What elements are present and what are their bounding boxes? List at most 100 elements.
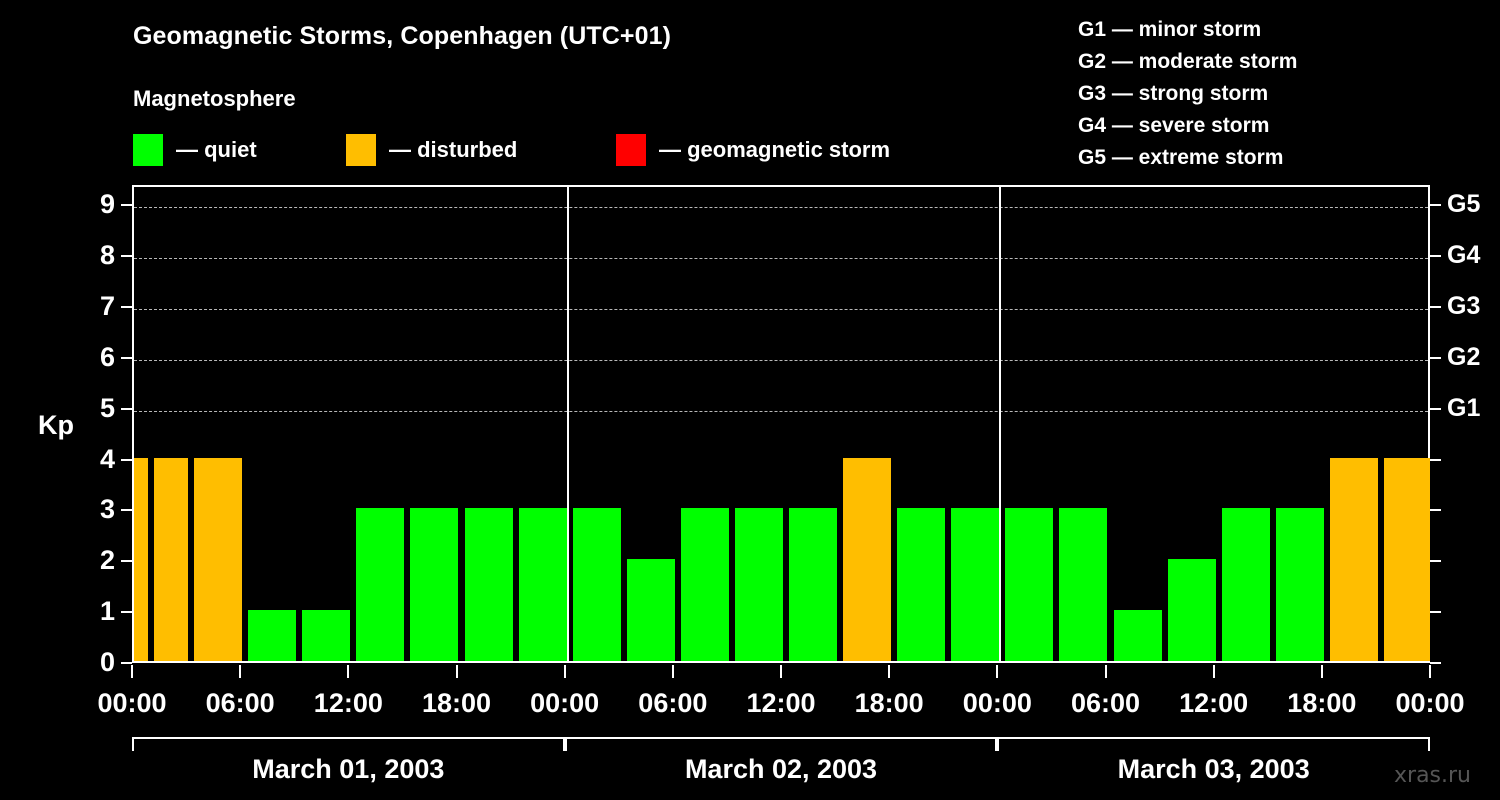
g-axis-label-g3: G3	[1447, 292, 1481, 321]
y-tick-4	[121, 458, 132, 461]
y-tick-label-1: 1	[99, 596, 115, 627]
bar-18	[1113, 610, 1162, 661]
y-tick-label-3: 3	[99, 494, 115, 525]
x-tick-label-12: 00:00	[1395, 688, 1465, 718]
bar-12	[789, 508, 838, 661]
x-tick-6	[780, 665, 782, 678]
y-tick-3	[121, 509, 132, 512]
g-axis-label-g1: G1	[1447, 393, 1481, 422]
bar-20	[1221, 508, 1270, 661]
y-tick-label-7: 7	[99, 291, 115, 322]
y-tick-label-8: 8	[99, 240, 115, 271]
y-tick-0	[121, 662, 132, 664]
g-axis-label-g5: G5	[1447, 190, 1481, 219]
y-tick-label-4: 4	[99, 443, 115, 474]
x-tick-1	[239, 665, 242, 678]
y-tick-label-6: 6	[99, 341, 115, 372]
y-tick-2	[121, 560, 132, 563]
legend-entry-geomagnetic-storm: — geomagnetic storm	[616, 133, 890, 167]
g-axis-label-g2: G2	[1447, 342, 1481, 371]
day-divider-1	[566, 187, 569, 661]
bar-9	[626, 559, 675, 661]
x-tick-label-2: 12:00	[313, 688, 383, 718]
y-tick-right-5	[1430, 407, 1441, 410]
bar-2	[248, 610, 297, 661]
x-tick-7	[888, 665, 891, 678]
gridline-kp-7	[134, 309, 1428, 311]
x-tick-label-10: 12:00	[1179, 688, 1249, 718]
y-tick-label-0: 0	[99, 647, 115, 677]
y-axis-title: Kp	[38, 410, 74, 440]
x-tick-8	[996, 665, 999, 678]
day-label-3: March 03, 2003	[1117, 754, 1310, 784]
y-tick-right-8	[1430, 255, 1441, 258]
x-tick-10	[1212, 665, 1215, 678]
legend-label-geomagnetic-storm: — geomagnetic storm	[659, 137, 891, 162]
day-label-1: March 01, 2003	[252, 754, 445, 784]
day-bracket-3	[997, 737, 1430, 751]
y-tick-label-2: 2	[99, 545, 115, 576]
bar-19	[1167, 559, 1216, 661]
gridline-kp-9	[134, 207, 1428, 209]
gscale-item-g1: G1 — minor storm	[1078, 18, 1262, 41]
gscale-item-g2: G2 — moderate storm	[1078, 50, 1298, 73]
x-tick-5	[671, 665, 674, 678]
bar-1	[194, 457, 243, 661]
bar-8	[572, 508, 621, 661]
x-tick-4	[563, 665, 566, 678]
bar-21	[1275, 508, 1324, 661]
legend-entry-disturbed: — disturbed	[346, 133, 517, 167]
bar-0	[154, 457, 189, 661]
gscale-item-g5: G5 — extreme storm	[1078, 146, 1284, 169]
bar-16	[1005, 508, 1054, 661]
y-tick-label-5: 5	[99, 392, 115, 423]
y-tick-label-9: 9	[99, 189, 115, 220]
day-divider-2	[999, 187, 1002, 661]
day-label-2: March 02, 2003	[684, 754, 878, 784]
y-tick-6	[121, 356, 132, 359]
x-tick-11	[1320, 665, 1323, 678]
x-tick-label-3: 18:00	[421, 688, 492, 718]
watermark: xras.ru	[1394, 763, 1471, 788]
gridline-kp-6	[134, 359, 1428, 361]
gridline-kp-8	[134, 258, 1428, 260]
bar-partial-leading	[134, 457, 148, 661]
bar-17	[1059, 508, 1108, 661]
section-label: Magnetosphere	[133, 86, 296, 111]
y-tick-right-2	[1430, 560, 1441, 563]
x-tick-label-6: 12:00	[746, 688, 816, 718]
page-title: Geomagnetic Storms, Copenhagen (UTC+01)	[133, 22, 672, 50]
plot-area	[132, 185, 1430, 663]
bar-14	[897, 508, 946, 661]
x-tick-2	[347, 665, 350, 678]
y-tick-right-6	[1430, 356, 1441, 359]
y-tick-7	[121, 306, 132, 309]
y-tick-right-0	[1430, 662, 1441, 664]
x-tick-label-8: 00:00	[962, 688, 1032, 718]
bar-10	[680, 508, 729, 661]
bar-3	[302, 610, 351, 661]
y-tick-8	[121, 255, 132, 258]
x-tick-label-9: 06:00	[1070, 688, 1141, 718]
y-tick-9	[121, 204, 132, 207]
gridline-kp-5	[134, 410, 1428, 412]
bar-22	[1329, 457, 1378, 661]
y-tick-right-4	[1430, 458, 1441, 461]
legend-swatch-quiet	[133, 134, 163, 166]
x-tick-12	[1429, 665, 1431, 678]
legend-entry-quiet: — quiet	[133, 133, 257, 167]
x-tick-label-4: 00:00	[530, 688, 600, 718]
bar-4	[356, 508, 405, 661]
y-tick-right-9	[1430, 204, 1441, 207]
x-tick-label-7: 18:00	[854, 688, 924, 718]
day-bracket-1	[132, 737, 565, 751]
y-tick-right-7	[1430, 306, 1441, 309]
legend-swatch-geomagnetic-storm	[616, 134, 646, 166]
bar-13	[843, 457, 892, 661]
legend-swatch-disturbed	[346, 134, 376, 166]
g-axis-label-g4: G4	[1447, 241, 1481, 270]
bar-7	[518, 508, 567, 661]
gscale-item-g3: G3 — strong storm	[1078, 82, 1269, 105]
x-tick-label-11: 18:00	[1287, 688, 1357, 718]
plot-inner	[134, 187, 1430, 661]
